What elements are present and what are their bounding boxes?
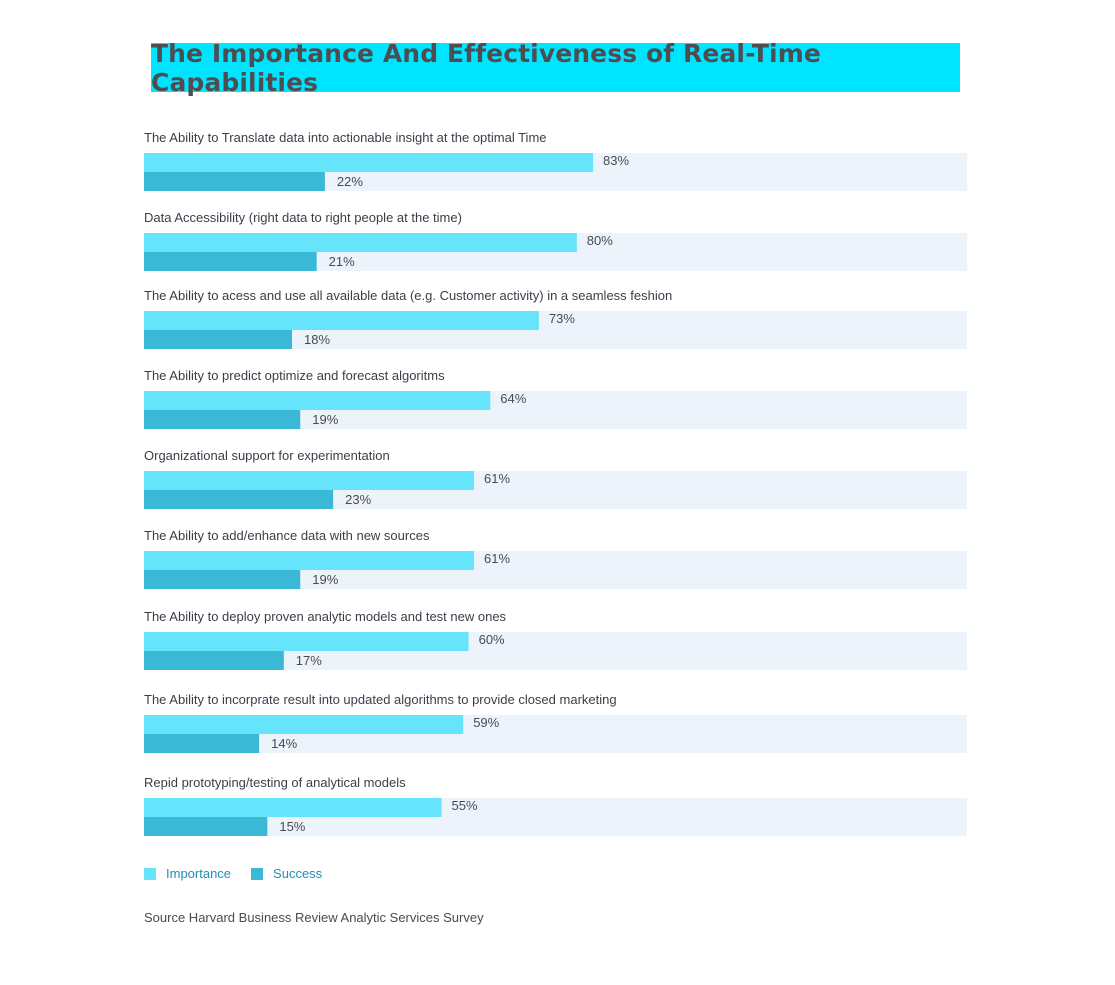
success-bar — [144, 330, 293, 349]
importance-bar — [144, 632, 469, 651]
category-label: The Ability to add/enhance data with new… — [144, 528, 430, 543]
category-label: The Ability to acess and use all availab… — [144, 288, 672, 303]
importance-bar — [144, 798, 442, 817]
importance-value-label: 83% — [603, 153, 629, 168]
importance-value-label: 61% — [484, 551, 510, 566]
legend-item-success: Success — [251, 866, 322, 881]
category-label: Data Accessibility (right data to right … — [144, 210, 462, 225]
chart-title: The Importance And Effectiveness of Real… — [151, 38, 821, 97]
success-bar — [144, 410, 301, 429]
success-bar — [144, 734, 260, 753]
success-bar — [144, 570, 301, 589]
legend-swatch-success — [251, 867, 264, 880]
importance-value-label: 64% — [500, 391, 526, 406]
source-note: Source Harvard Business Review Analytic … — [144, 910, 484, 925]
importance-bar — [144, 233, 577, 252]
category-label: The Ability to deploy proven analytic mo… — [144, 609, 507, 624]
success-value-label: 22% — [337, 174, 363, 189]
success-value-label: 19% — [312, 572, 338, 587]
success-value-label: 18% — [304, 332, 330, 347]
category-label: The Ability to Translate data into actio… — [144, 130, 547, 145]
success-bar — [144, 252, 317, 271]
success-bar — [144, 490, 334, 509]
importance-bar — [144, 153, 594, 172]
success-bar — [144, 651, 284, 670]
importance-value-label: 60% — [479, 632, 505, 647]
category-label: The Ability to predict optimize and fore… — [144, 368, 445, 383]
chart-title-banner: The Importance And Effectiveness of Real… — [151, 39, 960, 97]
importance-value-label: 73% — [549, 311, 575, 326]
legend: Importance Success — [144, 866, 342, 881]
success-value-label: 23% — [345, 492, 371, 507]
success-value-label: 14% — [271, 736, 297, 751]
importance-value-label: 80% — [587, 233, 613, 248]
legend-swatch-importance — [144, 867, 156, 880]
success-value-label: 17% — [296, 653, 322, 668]
importance-value-label: 61% — [484, 471, 510, 486]
category-label: Repid prototyping/testing of analytical … — [144, 775, 406, 790]
importance-bar — [144, 551, 475, 570]
importance-value-label: 59% — [473, 715, 499, 730]
importance-value-label: 55% — [452, 798, 478, 813]
success-bar — [144, 172, 325, 191]
importance-bar — [144, 471, 475, 490]
importance-bar — [144, 715, 464, 734]
success-bar — [144, 817, 268, 836]
success-value-label: 21% — [329, 254, 355, 269]
importance-bar — [144, 391, 491, 410]
success-value-label: 15% — [279, 819, 305, 834]
success-value-label: 19% — [312, 412, 338, 427]
bar-chart: The Ability to Translate data into actio… — [144, 130, 967, 836]
legend-item-importance: Importance — [144, 866, 231, 881]
importance-bar — [144, 311, 539, 330]
category-label: The Ability to incorprate result into up… — [144, 692, 617, 707]
category-label: Organizational support for experimentati… — [144, 448, 390, 463]
legend-label-importance: Importance — [166, 866, 232, 881]
legend-label-success: Success — [273, 866, 323, 881]
